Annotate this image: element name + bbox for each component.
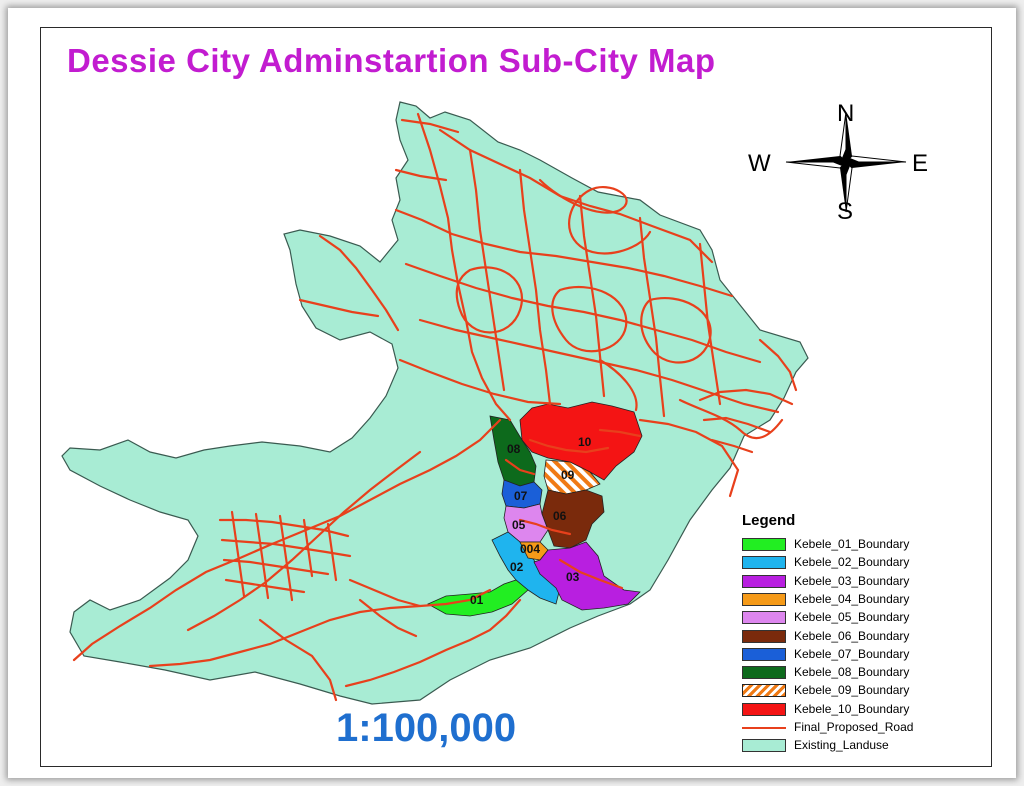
- proposed-road-network: [72, 112, 798, 702]
- map-legend: Legend Kebele_01_Boundary Kebele_02_Bound…: [738, 510, 970, 760]
- kebele-label-01: 01: [470, 593, 484, 607]
- legend-item: Kebele_02_Boundary: [742, 555, 972, 570]
- legend-swatch: [742, 556, 786, 570]
- legend-swatch: [742, 739, 786, 753]
- legend-title: Legend: [742, 512, 796, 529]
- kebele-label-10: 10: [578, 435, 592, 449]
- legend-item: Existing_Landuse: [742, 738, 972, 753]
- legend-swatch: [742, 592, 786, 606]
- legend-swatch: [742, 611, 786, 625]
- legend-label: Kebele_03_Boundary: [794, 573, 910, 588]
- kebele-label-06: 06: [553, 509, 567, 523]
- kebele-05-area[interactable]: [503, 503, 549, 543]
- kebele-01-area[interactable]: [427, 579, 529, 617]
- legend-swatch: [742, 666, 786, 680]
- legend-label: Kebele_02_Boundary: [794, 555, 910, 570]
- map-neatline: [40, 27, 992, 767]
- legend-item: Kebele_10_Boundary: [742, 701, 972, 717]
- legend-swatch: [742, 702, 786, 716]
- existing-landuse-area: [61, 101, 809, 705]
- legend-swatch: [742, 647, 786, 661]
- kebele-10-area[interactable]: [519, 401, 643, 481]
- kebele-label-004: 004: [520, 542, 540, 556]
- kebele-label-03: 03: [566, 570, 580, 584]
- legend-label: Kebele_06_Boundary: [794, 628, 910, 643]
- legend-label: Kebele_01_Boundary: [794, 537, 910, 551]
- map-scale: 1:100,000: [336, 706, 517, 750]
- legend-label: Kebele_08_Boundary: [794, 665, 910, 680]
- legend-item: Kebele_06_Boundary: [742, 628, 972, 644]
- kebele-label-08: 08: [507, 442, 521, 456]
- compass-west-label: W: [748, 150, 771, 177]
- kebele-label-02: 02: [510, 560, 524, 574]
- north-arrow: N S E W: [748, 100, 938, 225]
- legend-item: Kebele_07_Boundary: [742, 646, 972, 662]
- legend-item: Kebele_03_Boundary: [742, 573, 972, 589]
- legend-item: Final_Proposed_Road: [742, 720, 972, 735]
- map-title: Dessie City Adminstartion Sub-City Map: [67, 42, 716, 79]
- compass-rose-icon: [785, 111, 907, 213]
- kebele-03-area[interactable]: [533, 541, 641, 611]
- kebele-label-07: 07: [514, 489, 528, 503]
- legend-label: Kebele_04_Boundary: [794, 591, 910, 606]
- compass-east-label: E: [912, 150, 929, 177]
- legend-item: Kebele_05_Boundary: [742, 610, 972, 625]
- kebele-label-05: 05: [512, 518, 526, 532]
- compass-north-label: N: [837, 100, 855, 127]
- legend-label: Kebele_10_Boundary: [794, 701, 910, 716]
- legend-label: Kebele_05_Boundary: [794, 610, 910, 625]
- legend-item: Kebele_01_Boundary: [742, 537, 972, 552]
- legend-swatch: [742, 684, 786, 698]
- legend-swatch: [742, 574, 786, 588]
- legend-item: Kebele_09_Boundary: [742, 683, 972, 698]
- legend-item: Kebele_08_Boundary: [742, 665, 972, 680]
- legend-swatch: [742, 538, 786, 551]
- compass-south-label: S: [837, 198, 854, 225]
- kebele-label-09: 09: [561, 468, 575, 482]
- legend-item: Kebele_04_Boundary: [742, 591, 972, 607]
- legend-swatch: [742, 629, 786, 643]
- legend-label: Existing_Landuse: [794, 738, 889, 753]
- legend-label: Final_Proposed_Road: [794, 720, 914, 734]
- legend-label: Kebele_07_Boundary: [794, 646, 910, 661]
- legend-label: Kebele_09_Boundary: [794, 683, 910, 698]
- legend-swatch: [742, 727, 786, 729]
